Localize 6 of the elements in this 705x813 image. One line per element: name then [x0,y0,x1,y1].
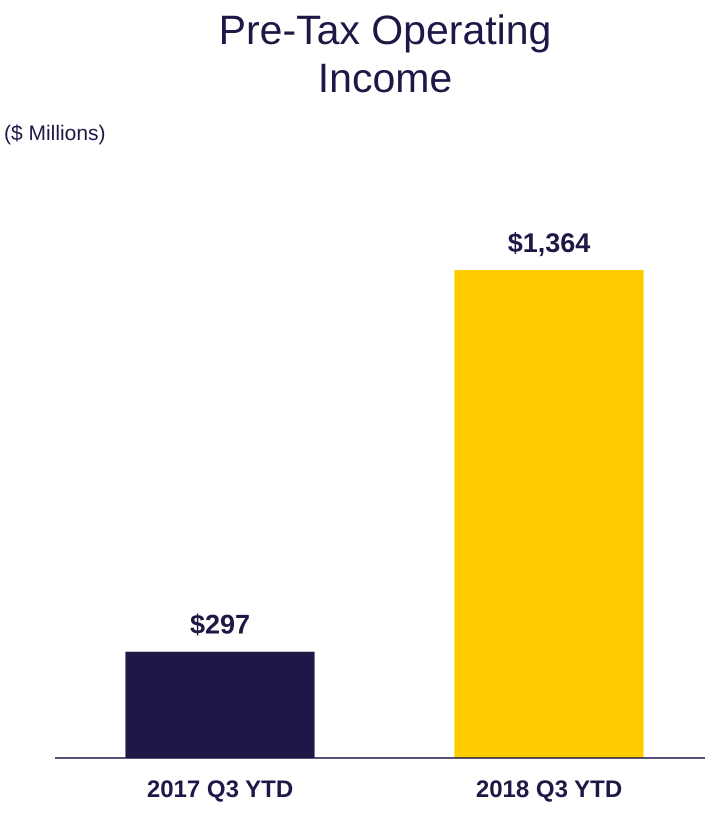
data-label: $1,364 [508,228,590,258]
x-tick-label: 2018 Q3 YTD [476,776,622,804]
x-tick-label: 2017 Q3 YTD [146,776,294,804]
chart-subtitle: ($ Millions) [4,122,106,145]
data-label: $297 [190,610,250,640]
chart-title: Pre-Tax Operating Income [218,7,552,101]
